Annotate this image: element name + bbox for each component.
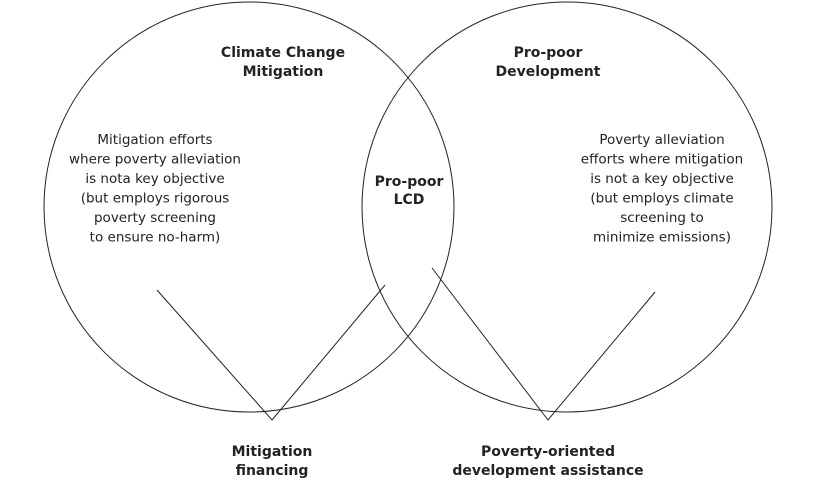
right-circle bbox=[361, 1, 773, 413]
set-description: Poverty alleviation bbox=[599, 132, 724, 148]
set-description: (but employs rigorous bbox=[81, 191, 230, 207]
callout-lines bbox=[156, 284, 386, 421]
callout-label: Mitigation bbox=[232, 444, 313, 460]
set-description: efforts where mitigation bbox=[581, 152, 743, 168]
set-label: Mitigation bbox=[243, 64, 324, 80]
left-circle bbox=[43, 1, 455, 413]
set-label: Development bbox=[496, 64, 601, 80]
callout-label: Poverty-oriented bbox=[481, 444, 615, 460]
set-description: to ensure no-harm) bbox=[90, 230, 221, 246]
set-label: Pro-poor bbox=[514, 45, 583, 61]
set-description: minimize emissions) bbox=[593, 230, 731, 246]
callout-label: financing bbox=[236, 463, 309, 479]
intersection-label: LCD bbox=[394, 192, 425, 208]
set-label: Climate Change bbox=[221, 45, 345, 61]
callout-label: development assistance bbox=[452, 463, 643, 479]
set-description: Mitigation efforts bbox=[97, 132, 212, 148]
set-description: screening to bbox=[620, 210, 704, 226]
set-description: is not a key objective bbox=[590, 171, 734, 187]
set-description: poverty screening bbox=[94, 210, 216, 226]
set-description: (but employs climate bbox=[590, 191, 733, 207]
callout-lines bbox=[431, 267, 656, 421]
intersection-label: Pro-poor bbox=[375, 174, 444, 190]
set-description: is nota key objective bbox=[85, 171, 224, 187]
set-description: where poverty alleviation bbox=[69, 152, 241, 168]
